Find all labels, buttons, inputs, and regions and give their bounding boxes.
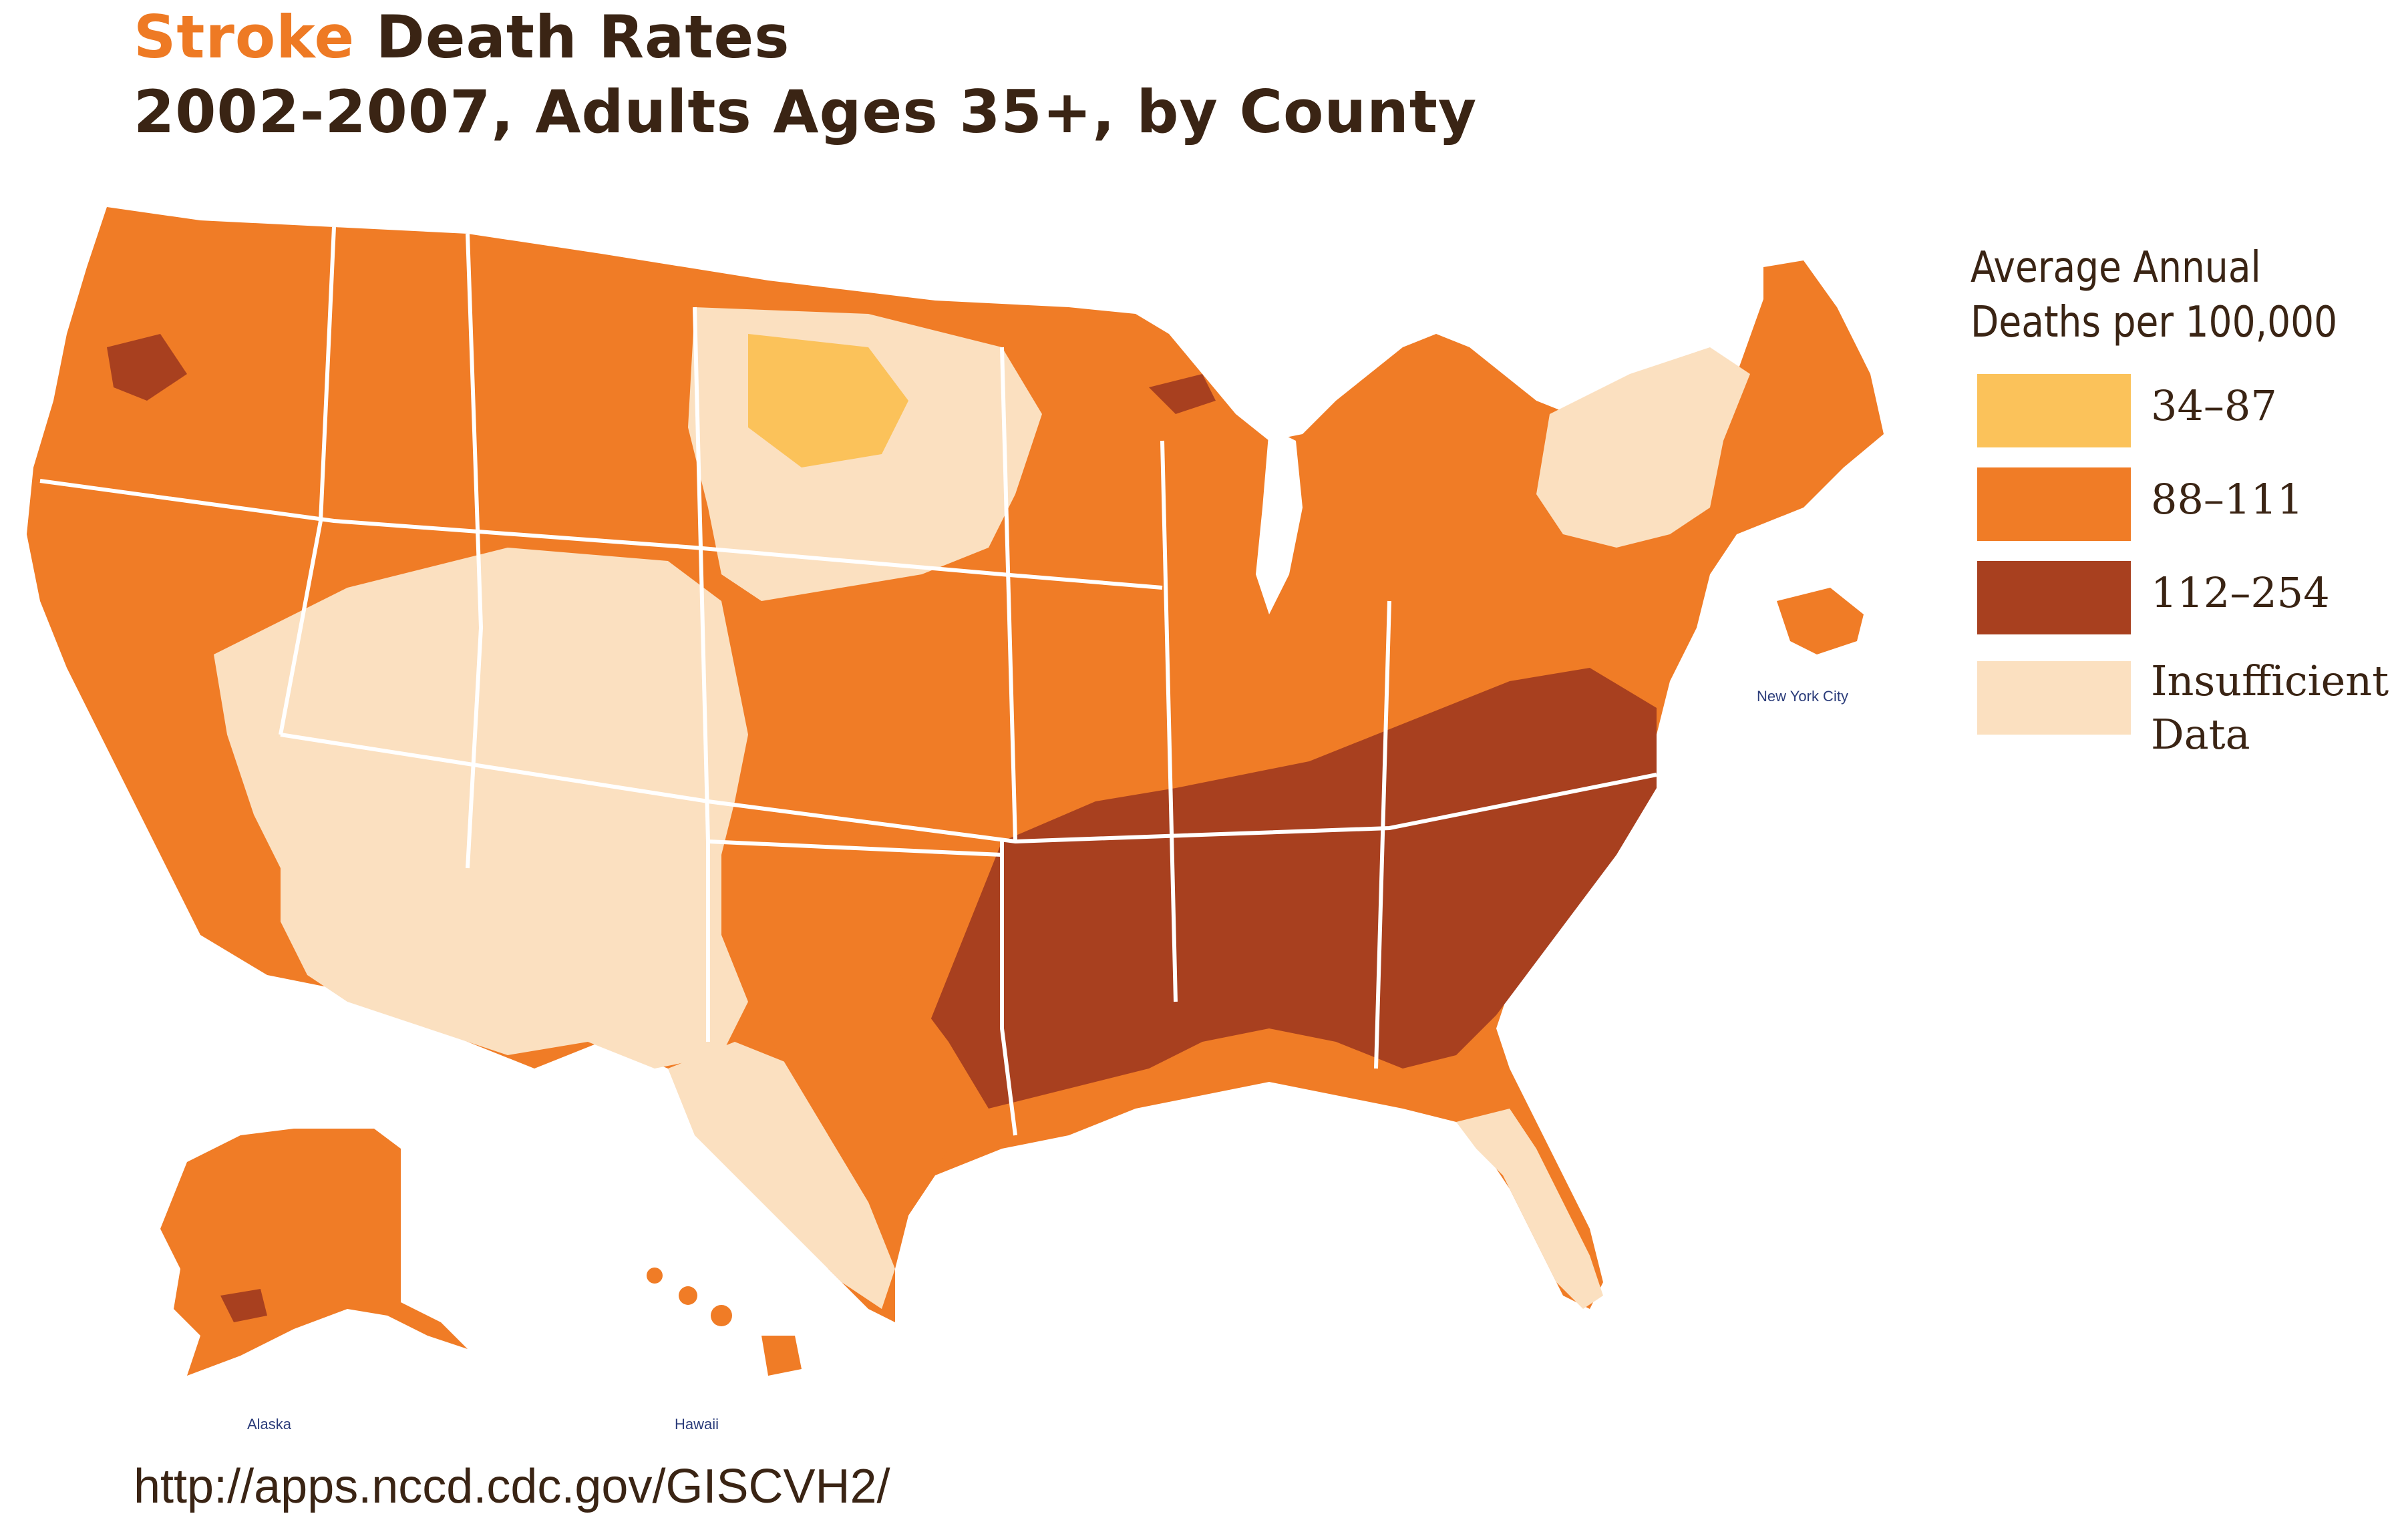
- title-text: Death Rates: [355, 3, 790, 71]
- region-florida: [1456, 1109, 1603, 1309]
- legend-title-line-2: Deaths per 100,000: [1971, 298, 2338, 347]
- region-stroke-belt: [922, 668, 1657, 1109]
- region-texas-east: [735, 868, 989, 1215]
- legend-label-high: 112–254: [2151, 568, 2330, 617]
- legend-label-medium: 88–111: [2151, 475, 2304, 524]
- title-block: Stroke Death Rates 2002-2007, Adults Age…: [134, 0, 1477, 150]
- legend-title-line-1: Average Annual: [1971, 243, 2261, 293]
- map-subtitle: 2002-2007, Adults Ages 35+, by County: [134, 77, 1478, 146]
- region-nyc: [1777, 588, 1864, 654]
- region-alaska-hotspot: [220, 1289, 267, 1322]
- nyc-inset: New York City: [1757, 588, 1864, 705]
- region-pacific-hotspot: [107, 334, 187, 401]
- legend-label-insufficient: Insufficient Data: [2151, 656, 2389, 759]
- legend: Average Annual Deaths per 100,000 34–87 8…: [1971, 240, 2389, 759]
- region-hawaii-island-2: [679, 1286, 697, 1305]
- hawaii-inset: Hawaii: [647, 1268, 802, 1432]
- region-michigan-up: [1149, 374, 1216, 414]
- nyc-label: New York City: [1757, 688, 1848, 705]
- region-hawaii-island-3: [711, 1305, 732, 1326]
- region-northeast: [1536, 347, 1750, 548]
- region-southwest: [214, 548, 748, 1069]
- legend-label-low: 34–87: [2151, 381, 2277, 430]
- region-northern-plains-patch: [748, 334, 908, 467]
- legend-title: Average Annual Deaths per 100,000: [1971, 240, 2384, 350]
- region-maine: [1763, 260, 1864, 387]
- legend-swatch-insufficient: [1977, 661, 2131, 735]
- legend-swatch-high: [1977, 561, 2131, 634]
- alaska-label: Alaska: [247, 1416, 292, 1432]
- map-title: Stroke Death Rates: [134, 0, 1477, 75]
- hawaii-label: Hawaii: [675, 1416, 719, 1432]
- region-hawaii-island-1: [647, 1268, 663, 1284]
- region-alaska: [160, 1129, 468, 1376]
- lake-michigan: [1256, 427, 1303, 614]
- state-borders: [39, 226, 1657, 1136]
- legend-swatch-low: [1977, 374, 2131, 447]
- region-hawaii-big-island: [761, 1336, 802, 1376]
- legend-swatch-medium: [1977, 467, 2131, 541]
- source-url: http://apps.nccd.cdc.gov/GISCVH2/: [134, 1460, 890, 1513]
- contiguous-us: [27, 207, 1884, 1322]
- region-texas-west: [668, 1042, 895, 1309]
- alaska-inset: Alaska: [160, 1129, 468, 1432]
- title-accent: Stroke: [134, 3, 355, 71]
